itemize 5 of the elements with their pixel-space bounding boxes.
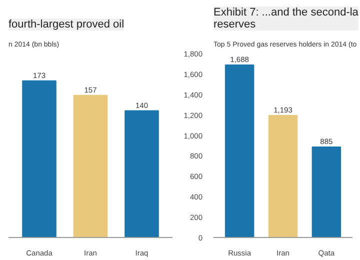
- bar: [312, 146, 342, 238]
- bar: [224, 64, 254, 238]
- chart-title: Exhibit 7: ...and the second-la reserves: [214, 6, 360, 30]
- bar: [268, 115, 298, 238]
- chart-title: fourth-largest proved oil: [8, 18, 124, 30]
